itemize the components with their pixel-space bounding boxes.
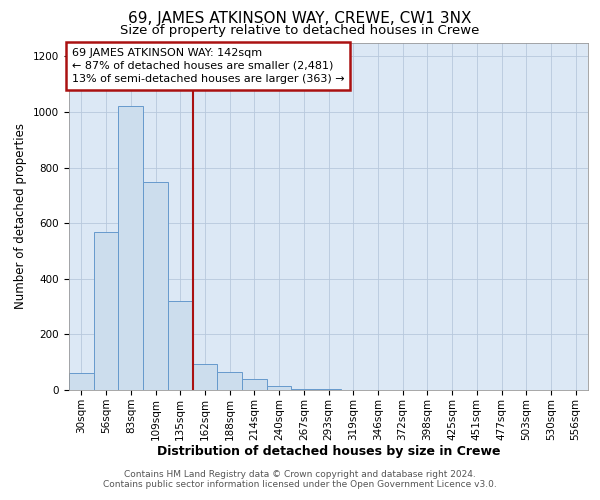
Bar xyxy=(242,379,267,390)
Bar xyxy=(69,374,94,390)
Bar xyxy=(267,386,292,390)
Bar xyxy=(292,388,316,390)
Y-axis label: Number of detached properties: Number of detached properties xyxy=(14,123,28,309)
Bar xyxy=(143,182,168,390)
Text: Contains HM Land Registry data © Crown copyright and database right 2024.
Contai: Contains HM Land Registry data © Crown c… xyxy=(103,470,497,489)
Bar xyxy=(193,364,217,390)
Bar xyxy=(118,106,143,390)
X-axis label: Distribution of detached houses by size in Crewe: Distribution of detached houses by size … xyxy=(157,446,500,458)
Text: 69 JAMES ATKINSON WAY: 142sqm
← 87% of detached houses are smaller (2,481)
13% o: 69 JAMES ATKINSON WAY: 142sqm ← 87% of d… xyxy=(71,48,344,84)
Bar xyxy=(168,301,193,390)
Text: 69, JAMES ATKINSON WAY, CREWE, CW1 3NX: 69, JAMES ATKINSON WAY, CREWE, CW1 3NX xyxy=(128,11,472,26)
Text: Size of property relative to detached houses in Crewe: Size of property relative to detached ho… xyxy=(121,24,479,37)
Bar xyxy=(217,372,242,390)
Bar xyxy=(94,232,118,390)
